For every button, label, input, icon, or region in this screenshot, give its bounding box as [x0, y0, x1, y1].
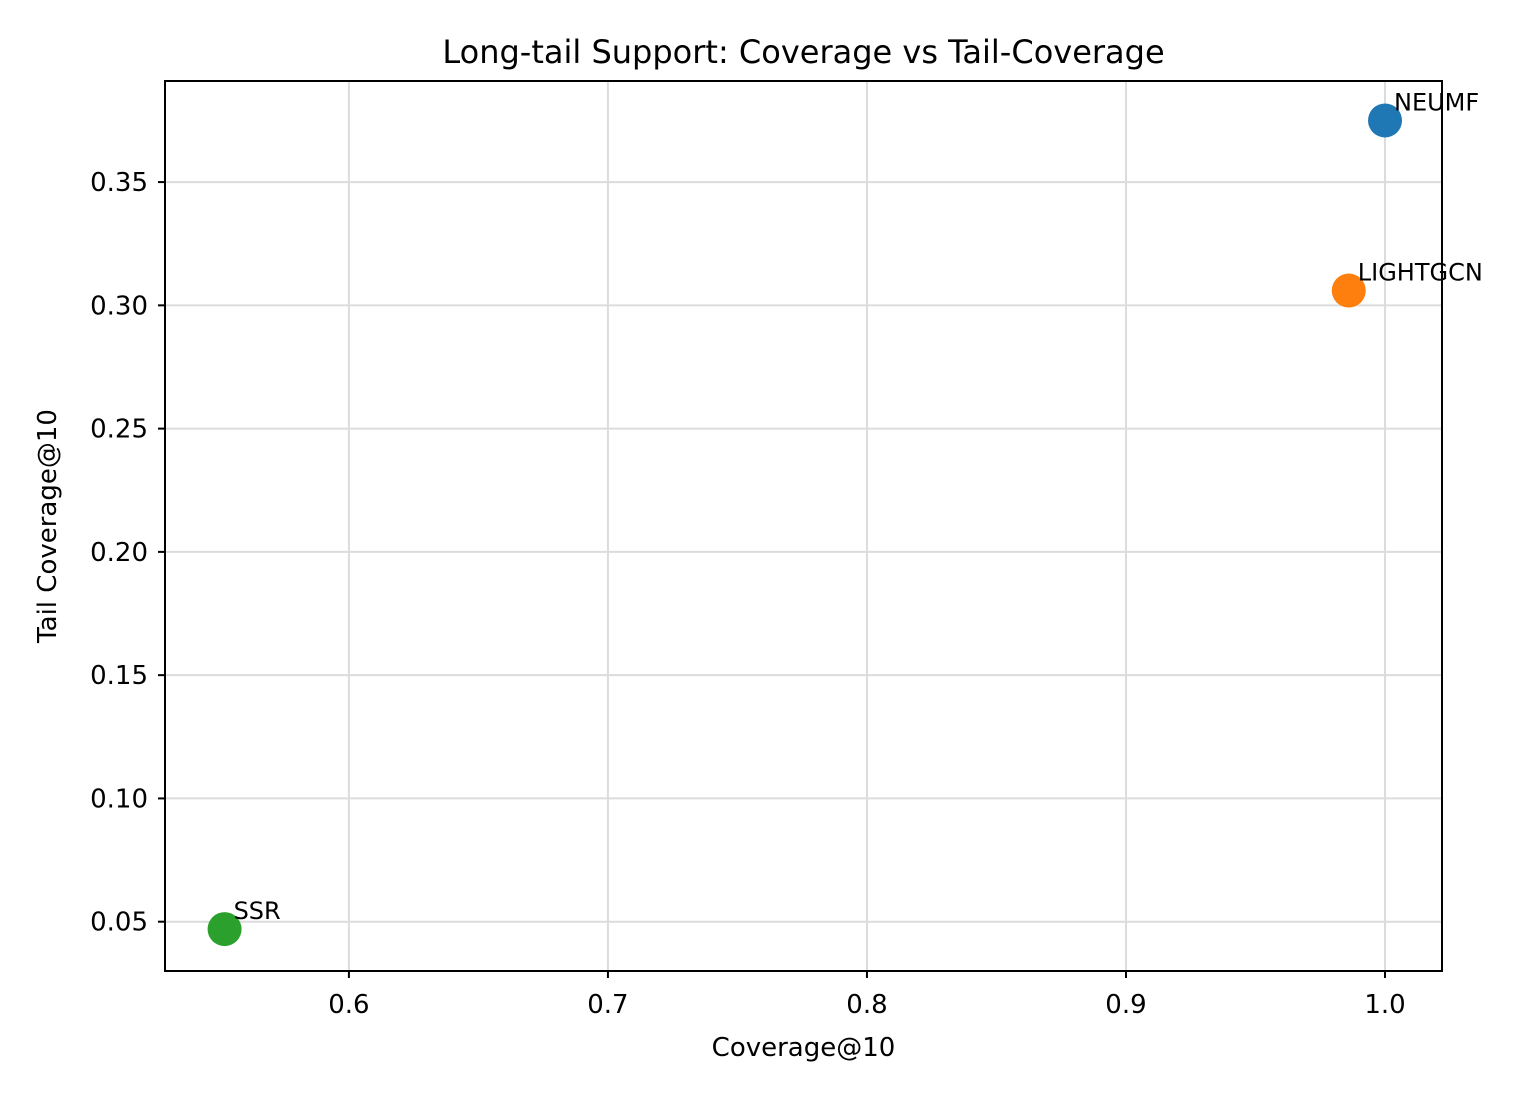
x-tick-label: 1.0	[1364, 990, 1405, 1020]
y-axis-title: Tail Coverage@10	[33, 409, 63, 644]
x-tick-label: 0.6	[328, 990, 369, 1020]
points-layer: NEUMF LIGHTGCN SSR	[207, 88, 1483, 947]
x-tick-label: 0.7	[587, 990, 628, 1020]
x-tick-label: 0.9	[1105, 990, 1146, 1020]
scatter-point	[1368, 103, 1403, 138]
y-tick-label: 0.05	[90, 908, 148, 938]
y-tick-label: 0.30	[90, 291, 148, 321]
scatter-point	[1331, 273, 1366, 308]
x-axis-title: Coverage@10	[712, 1033, 896, 1063]
plot-frame	[164, 80, 1443, 972]
point-label: LIGHTGCN	[1358, 259, 1483, 287]
y-tick-label: 0.15	[90, 661, 148, 691]
y-tick-label: 0.20	[90, 538, 148, 568]
y-tick-label: 0.25	[90, 415, 148, 445]
y-tick-label: 0.10	[90, 784, 148, 814]
x-tick-label: 0.8	[846, 990, 887, 1020]
point-label: SSR	[234, 897, 281, 925]
grid-layer	[165, 81, 1442, 971]
chart-title: Long-tail Support: Coverage vs Tail-Cove…	[442, 33, 1164, 71]
tick-layer: 0.6 0.7 0.8 0.9 1.0 0.05 0.10 0.15 0.20 0.25 0.30 0…	[90, 168, 1406, 1020]
point-label: NEUMF	[1394, 88, 1479, 116]
scatter-point	[207, 912, 242, 947]
y-tick-label: 0.35	[90, 168, 148, 198]
